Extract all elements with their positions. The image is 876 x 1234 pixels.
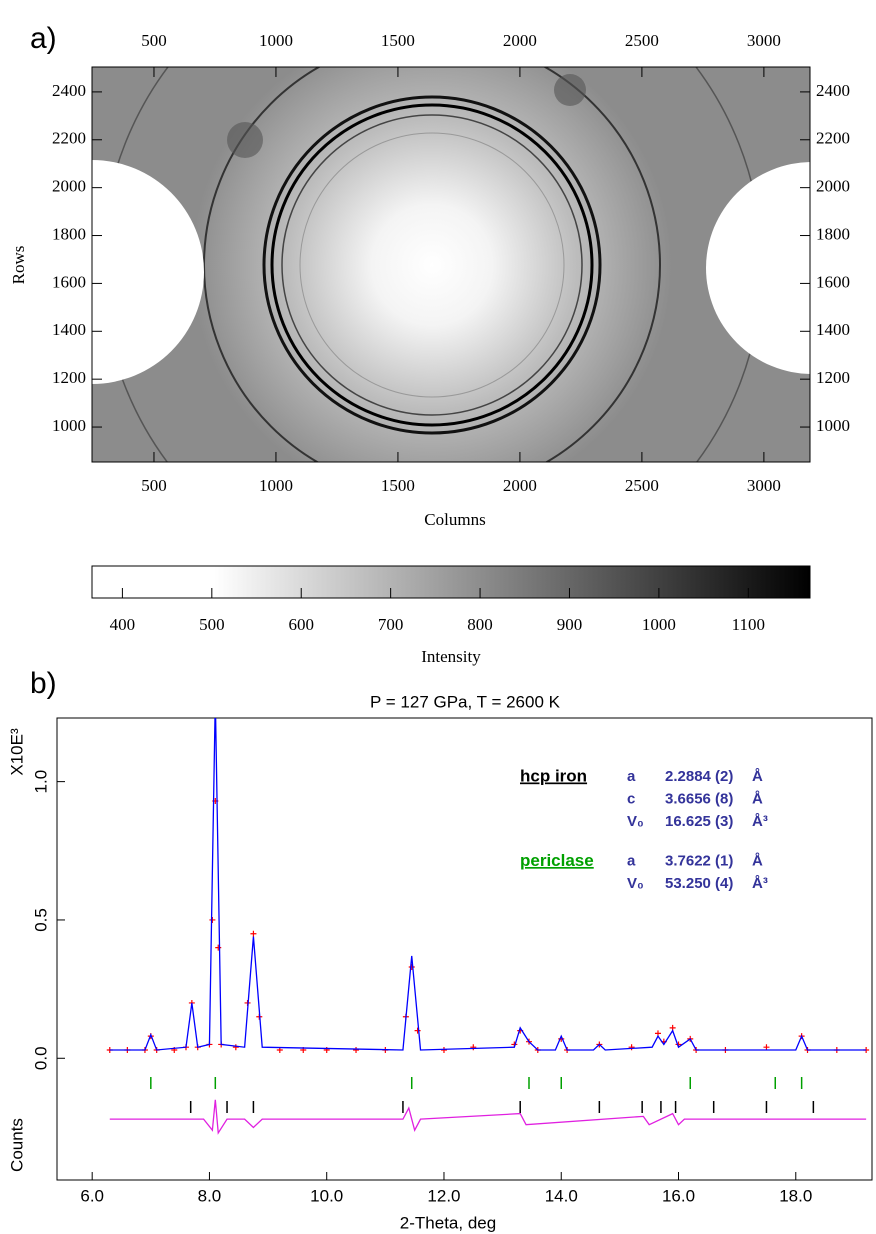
observed-point	[414, 1027, 421, 1034]
colorbar-tick-label: 500	[199, 615, 225, 634]
param-unit: Å³	[752, 813, 768, 830]
param-unit: Å	[752, 790, 763, 807]
observed-point	[232, 1044, 239, 1051]
param-symbol: V₀	[627, 813, 644, 830]
param-symbol: a	[627, 768, 636, 785]
param-unit: Å	[752, 768, 763, 785]
y-axis-label: Counts	[7, 1118, 26, 1172]
x-tick-label: 3000	[747, 476, 781, 495]
x-tick-label: 3000	[747, 31, 781, 50]
colorbar	[91, 565, 811, 599]
x-tick-label: 2000	[503, 31, 537, 50]
observed-point	[470, 1044, 477, 1051]
param-unit: Å³	[752, 875, 768, 892]
colorbar-tick-label: 800	[467, 615, 493, 634]
y-axis-label: X10E³	[7, 728, 26, 776]
x-tick-label: 1000	[259, 476, 293, 495]
observed-point	[628, 1044, 635, 1051]
param-symbol: c	[627, 790, 635, 807]
y-tick-label: 1800	[52, 224, 86, 243]
plot-frame	[56, 717, 873, 1181]
x-tick-label: 10.0	[310, 1186, 343, 1205]
y-tick-label: 0.5	[31, 908, 50, 932]
param-symbol: a	[627, 852, 636, 869]
colorbar-tick-label: 900	[557, 615, 583, 634]
panel-label: b)	[30, 667, 57, 700]
x-tick-label: 2500	[625, 31, 659, 50]
y-tick-label: 0.0	[31, 1046, 50, 1070]
colorbar-tick-label: 1000	[642, 615, 676, 634]
param-value: 3.6656 (8)	[665, 790, 733, 807]
param-symbol: V₀	[627, 875, 644, 892]
profile-line	[109, 718, 867, 1051]
colorbar-label: Intensity	[421, 647, 481, 666]
y-tick-label: 1.0	[31, 770, 50, 794]
y-tick-label: 2200	[52, 129, 86, 148]
x-tick-label: 14.0	[545, 1186, 578, 1205]
param-value: 2.2884 (2)	[665, 768, 733, 785]
x-tick-label: 2000	[503, 476, 537, 495]
y-tick-label: 1000	[816, 416, 850, 435]
x-tick-label: 6.0	[80, 1186, 104, 1205]
observed-point	[763, 1044, 770, 1051]
y-tick-label: 2200	[816, 129, 850, 148]
y-tick-label: 2000	[52, 177, 86, 196]
colorbar-tick-label: 600	[288, 615, 314, 634]
profile-line	[109, 1099, 867, 1135]
phase-name: periclase	[520, 851, 594, 870]
x-tick-label: 2500	[625, 476, 659, 495]
y-tick-label: 2000	[816, 177, 850, 196]
observed-point	[215, 944, 222, 951]
x-tick-label: 1500	[381, 31, 415, 50]
x-axis-label: 2-Theta, deg	[400, 1213, 496, 1232]
param-value: 3.7622 (1)	[665, 852, 733, 869]
x-tick-label: 1000	[259, 31, 293, 50]
y-tick-label: 1800	[816, 224, 850, 243]
x-tick-label: 500	[141, 31, 167, 50]
chart-title: P = 127 GPa, T = 2600 K	[370, 692, 561, 711]
y-tick-label: 1000	[52, 416, 86, 435]
colorbar-tick-label: 700	[378, 615, 404, 634]
colorbar-tick-label: 400	[110, 615, 136, 634]
y-axis-label: Rows	[9, 246, 28, 285]
x-tick-label: 8.0	[198, 1186, 222, 1205]
image-frame	[91, 66, 811, 463]
y-tick-label: 2400	[52, 81, 86, 100]
x-tick-label: 16.0	[662, 1186, 695, 1205]
observed-point	[408, 963, 415, 970]
y-tick-label: 1600	[816, 272, 850, 291]
x-tick-label: 500	[141, 476, 167, 495]
y-tick-label: 1400	[816, 320, 850, 339]
y-tick-label: 2400	[816, 81, 850, 100]
panel-label: a)	[30, 22, 57, 55]
colorbar-tick-label: 1100	[732, 615, 765, 634]
observed-point	[250, 930, 257, 937]
y-tick-label: 1400	[52, 320, 86, 339]
phase-name: hcp iron	[520, 766, 587, 785]
x-tick-label: 18.0	[779, 1186, 812, 1205]
x-tick-label: 1500	[381, 476, 415, 495]
y-tick-label: 1200	[52, 368, 86, 387]
param-unit: Å	[752, 852, 763, 869]
y-tick-label: 1200	[816, 368, 850, 387]
y-tick-label: 1600	[52, 272, 86, 291]
param-value: 53.250 (4)	[665, 875, 733, 892]
observed-point	[353, 1046, 360, 1053]
detector-image	[92, 67, 810, 462]
observed-point	[209, 916, 216, 923]
x-tick-label: 12.0	[427, 1186, 460, 1205]
plot-area	[106, 718, 870, 1135]
x-axis-label: Columns	[424, 510, 485, 529]
param-value: 16.625 (3)	[665, 813, 733, 830]
